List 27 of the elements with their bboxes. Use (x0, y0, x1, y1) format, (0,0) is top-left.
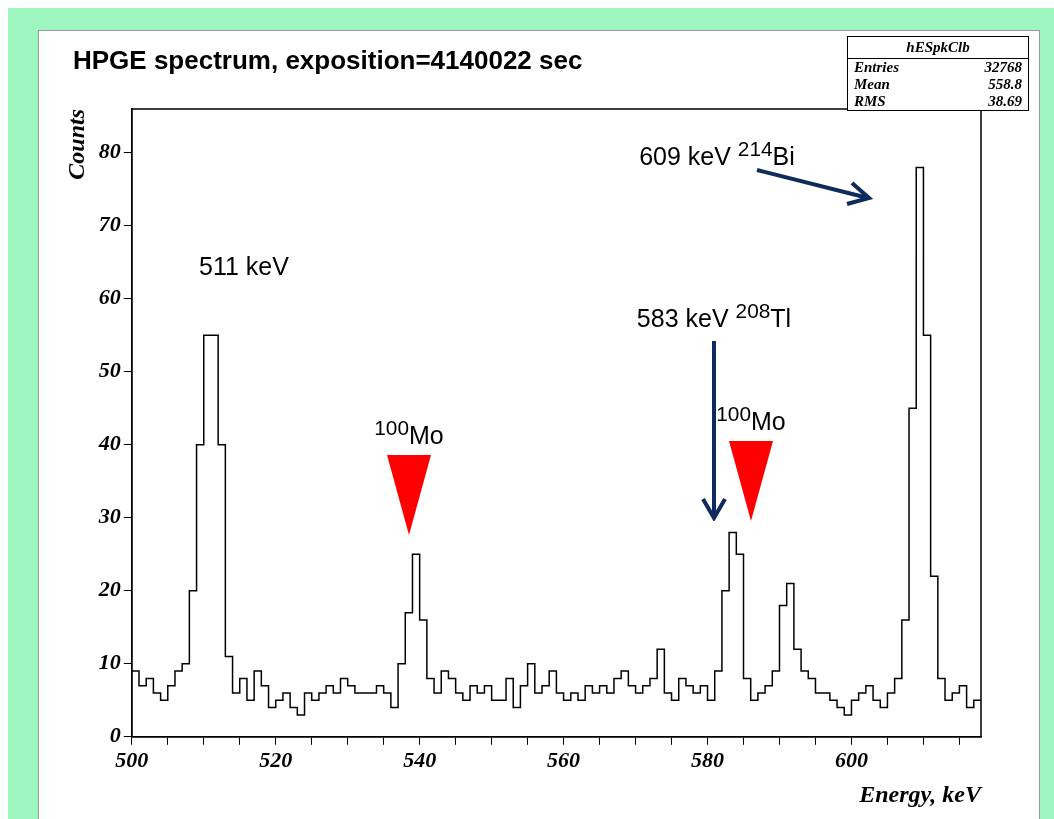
text: hESpkClb (848, 37, 1028, 59)
y-tick-label: 50 (98, 357, 121, 383)
text: RMS 38.69 (854, 93, 1022, 109)
text: Mean 558.8 (854, 76, 1022, 92)
x-tick-label: 540 (403, 746, 437, 772)
x-tick-label: 520 (259, 746, 293, 772)
x-axis-title: Energy, keV (858, 780, 983, 807)
y-tick-label: 70 (98, 211, 121, 237)
annotation: 511 keV (199, 251, 289, 281)
y-tick-label: 0 (109, 722, 121, 748)
y-axis-title: Counts (62, 109, 89, 180)
y-tick-label: 40 (97, 430, 121, 456)
y-tick-label: 10 (98, 649, 121, 675)
x-tick-label: 600 (834, 746, 868, 772)
annotation: $^{100}$Mo (716, 401, 786, 437)
annotation: $^{100}$Mo (374, 415, 444, 451)
y-tick-label: 30 (97, 503, 121, 529)
text: Entries 32768 (854, 59, 1022, 75)
y-tick-label: 80 (98, 138, 121, 164)
y-tick-label: 20 (97, 576, 121, 602)
annotation: 583 keV $^{208}$Tl (636, 298, 792, 334)
x-tick-label: 560 (547, 746, 581, 772)
x-tick-label: 580 (691, 746, 725, 772)
x-tick-label: 500 (115, 746, 149, 772)
annotation: 609 keV $^{214}$Bi (639, 136, 795, 172)
chart-title: HPGE spectrum, exposition=4140022 sec (73, 45, 583, 76)
y-tick-label: 60 (98, 284, 121, 310)
